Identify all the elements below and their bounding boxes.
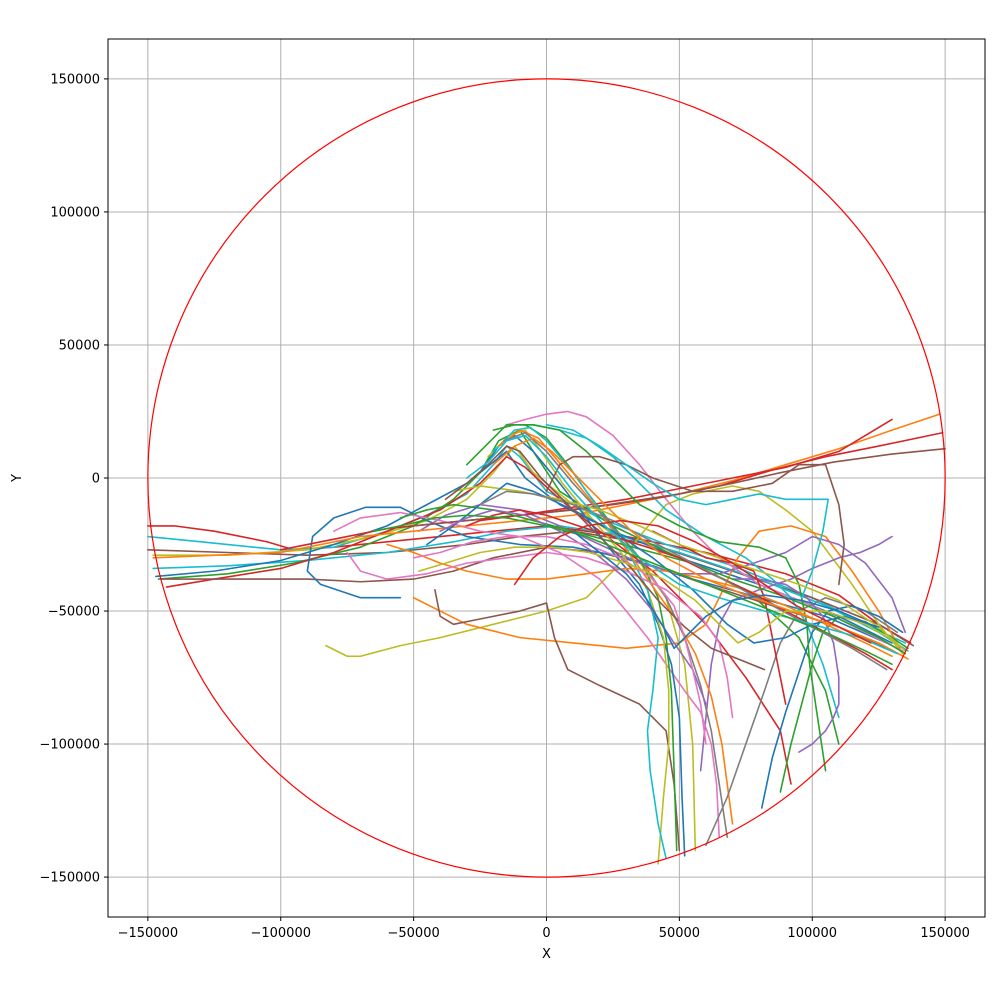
trajectory-line: [434, 588, 681, 852]
trajectory-line: [699, 535, 893, 772]
trajectory-line: [439, 509, 707, 705]
trajectory-line: [165, 455, 792, 785]
trajectory-line: [545, 455, 845, 586]
trajectory-line: [497, 429, 734, 825]
x-tick-label: −100000: [250, 926, 311, 941]
x-tick-label: 0: [542, 926, 550, 941]
trajectory-line: [426, 482, 880, 644]
trajectory-line: [492, 423, 827, 772]
trajectory-line: [492, 437, 909, 660]
boundary-circle: [147, 78, 946, 878]
trajectory-line: [412, 525, 901, 650]
series-group: [147, 78, 946, 878]
trajectory-line: [479, 434, 686, 857]
trajectory-line: [452, 485, 907, 652]
trajectory-line: [333, 511, 721, 838]
x-tick-label: 150000: [920, 926, 970, 941]
trajectory-line: [513, 519, 872, 644]
trajectory-line: [155, 450, 893, 644]
trajectory-line: [545, 423, 829, 599]
x-tick-label: 100000: [787, 926, 837, 941]
y-tick-label: 0: [92, 472, 100, 487]
trajectory-line: [705, 596, 899, 846]
trajectory-line: [487, 429, 670, 865]
trajectory-line: [465, 434, 899, 655]
x-tick-label: 50000: [659, 926, 700, 941]
trajectory-line: [465, 509, 893, 671]
trajectory-line: [572, 530, 877, 650]
x-tick-label: −50000: [387, 926, 439, 941]
trajectory-line: [731, 578, 840, 753]
y-tick-label: −150000: [39, 871, 100, 886]
plot-area: [147, 78, 946, 878]
y-tick-label: 100000: [50, 205, 100, 220]
y-tick-label: 150000: [50, 72, 100, 87]
y-axis-label: Y: [10, 474, 25, 483]
trajectory-line: [479, 418, 893, 522]
x-tick-label: −150000: [118, 926, 179, 941]
trajectory-line: [519, 423, 840, 719]
trajectory-line: [479, 490, 888, 671]
trajectory-line: [444, 445, 766, 671]
trajectory-line: [346, 551, 734, 719]
y-tick-label: −50000: [48, 605, 100, 620]
trajectory-line: [652, 530, 787, 705]
ticks: −150000 −100000 −50000 0 50000 100000 150000 −1…: [39, 72, 969, 941]
trajectory-line: [399, 503, 907, 655]
trajectory-line: [412, 535, 707, 745]
grid: [108, 39, 985, 917]
y-tick-label: −100000: [39, 738, 100, 753]
trajectory-line: [505, 410, 904, 652]
trajectory-line: [372, 514, 893, 666]
y-tick-label: 50000: [59, 338, 100, 353]
x-axis-label: X: [542, 947, 551, 962]
trajectory-line: [760, 604, 904, 809]
trajectory-line: [503, 431, 729, 838]
trajectory-line: [147, 530, 915, 647]
trajectory-line: [147, 525, 912, 644]
